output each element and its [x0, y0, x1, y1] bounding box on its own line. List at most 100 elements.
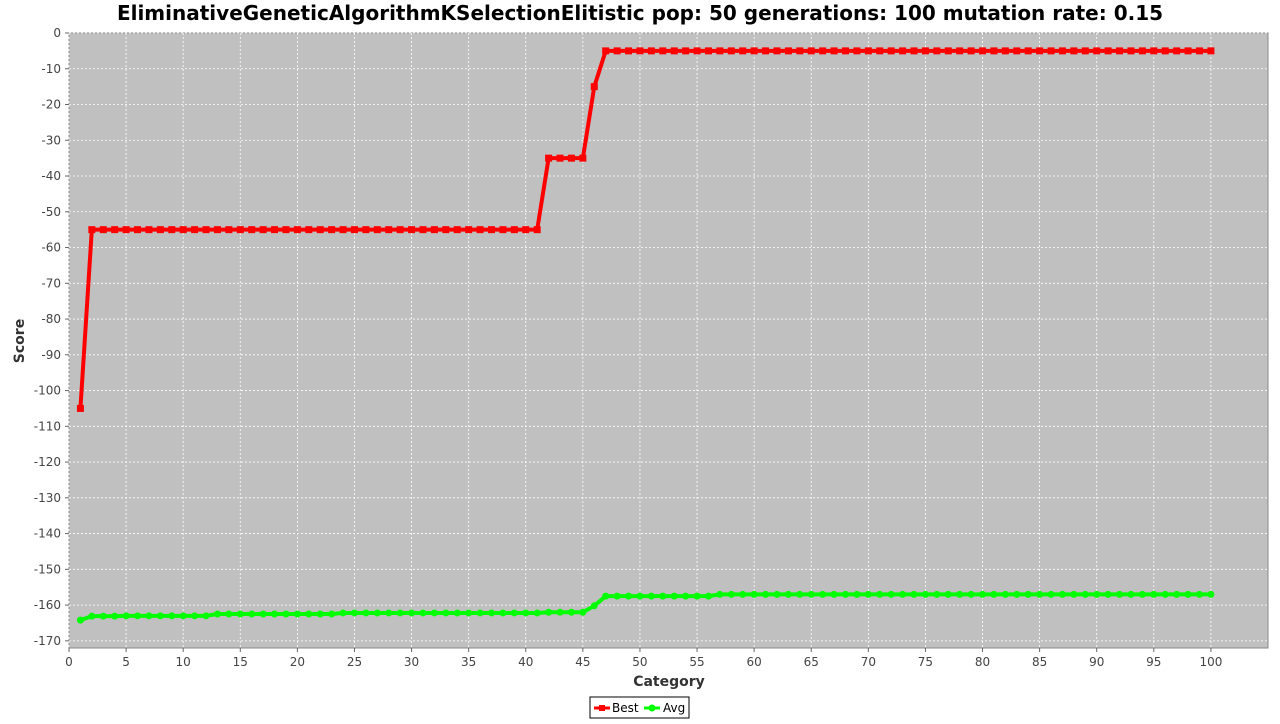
data-point-avg	[1195, 590, 1203, 598]
data-point-avg	[293, 610, 301, 618]
data-point-best	[1093, 47, 1101, 55]
data-point-avg	[682, 592, 690, 600]
data-point-avg	[876, 590, 884, 598]
data-point-avg	[659, 592, 667, 600]
legend: Best Avg	[589, 696, 690, 719]
x-tick-label: 95	[1146, 655, 1161, 669]
data-point-best	[453, 226, 461, 234]
x-tick-label: 60	[747, 655, 762, 669]
data-point-best	[408, 226, 416, 234]
data-point-avg	[990, 590, 998, 598]
y-tick-label: -160	[34, 598, 61, 612]
data-point-best	[510, 226, 518, 234]
y-tick-label: -100	[34, 384, 61, 398]
data-point-avg	[1116, 590, 1124, 598]
data-point-avg	[1013, 590, 1021, 598]
data-point-best	[773, 47, 781, 55]
data-point-best	[750, 47, 758, 55]
data-point-avg	[887, 590, 895, 598]
data-point-best	[613, 47, 621, 55]
data-point-best	[1173, 47, 1181, 55]
data-point-best	[1207, 47, 1215, 55]
data-point-avg	[1150, 590, 1158, 598]
data-point-best	[202, 226, 210, 234]
data-point-best	[636, 47, 644, 55]
data-point-best	[933, 47, 941, 55]
x-tick-label: 100	[1199, 655, 1222, 669]
data-point-avg	[419, 609, 427, 617]
data-point-best	[156, 226, 164, 234]
data-point-best	[887, 47, 895, 55]
data-point-avg	[967, 590, 975, 598]
data-point-best	[225, 226, 233, 234]
data-point-avg	[202, 612, 210, 620]
data-point-avg	[476, 609, 484, 617]
data-point-avg	[739, 590, 747, 598]
data-point-best	[385, 226, 393, 234]
data-point-avg	[99, 612, 107, 620]
data-point-avg	[1138, 590, 1146, 598]
x-tick-label: 15	[233, 655, 248, 669]
x-tick-label: 35	[461, 655, 476, 669]
data-point-best	[659, 47, 667, 55]
data-point-best	[990, 47, 998, 55]
data-point-best	[910, 47, 918, 55]
data-point-best	[602, 47, 610, 55]
data-point-avg	[1161, 590, 1169, 598]
data-point-best	[179, 226, 187, 234]
data-point-best	[168, 226, 176, 234]
data-point-best	[704, 47, 712, 55]
data-point-avg	[910, 590, 918, 598]
y-tick-label: -140	[34, 527, 61, 541]
data-point-avg	[145, 612, 153, 620]
data-point-avg	[933, 590, 941, 598]
data-point-avg	[499, 609, 507, 617]
y-tick-label: -170	[34, 634, 61, 648]
data-point-best	[944, 47, 952, 55]
y-tick-label: -130	[34, 491, 61, 505]
x-tick-label: 85	[1032, 655, 1047, 669]
data-point-best	[1104, 47, 1112, 55]
data-point-best	[1036, 47, 1044, 55]
data-point-avg	[693, 592, 701, 600]
data-point-avg	[1001, 590, 1009, 598]
data-point-best	[396, 226, 404, 234]
x-tick-label: 20	[290, 655, 305, 669]
data-point-avg	[841, 590, 849, 598]
data-point-best	[1184, 47, 1192, 55]
data-point-best	[465, 226, 473, 234]
data-point-best	[339, 226, 347, 234]
y-tick-label: 0	[53, 26, 61, 40]
data-point-avg	[522, 609, 530, 617]
data-point-avg	[1127, 590, 1135, 598]
data-point-best	[1127, 47, 1135, 55]
data-point-avg	[1024, 590, 1032, 598]
data-point-best	[248, 226, 256, 234]
data-point-best	[88, 226, 96, 234]
data-point-best	[1047, 47, 1055, 55]
data-point-best	[979, 47, 987, 55]
data-point-best	[1195, 47, 1203, 55]
data-point-avg	[168, 612, 176, 620]
x-tick-label: 10	[176, 655, 191, 669]
data-point-avg	[1058, 590, 1066, 598]
data-point-avg	[956, 590, 964, 598]
data-point-best	[316, 226, 324, 234]
x-tick-label: 0	[65, 655, 73, 669]
data-point-avg	[944, 590, 952, 598]
data-point-best	[739, 47, 747, 55]
data-point-avg	[1093, 590, 1101, 598]
x-tick-label: 75	[918, 655, 933, 669]
x-tick-label: 55	[689, 655, 704, 669]
data-point-best	[282, 226, 290, 234]
y-tick-label: -90	[41, 348, 61, 362]
data-point-avg	[864, 590, 872, 598]
data-point-best	[191, 226, 199, 234]
data-point-best	[899, 47, 907, 55]
data-point-avg	[647, 592, 655, 600]
x-tick-label: 45	[575, 655, 590, 669]
data-point-avg	[613, 592, 621, 600]
data-point-best	[213, 226, 221, 234]
data-point-avg	[362, 609, 370, 617]
